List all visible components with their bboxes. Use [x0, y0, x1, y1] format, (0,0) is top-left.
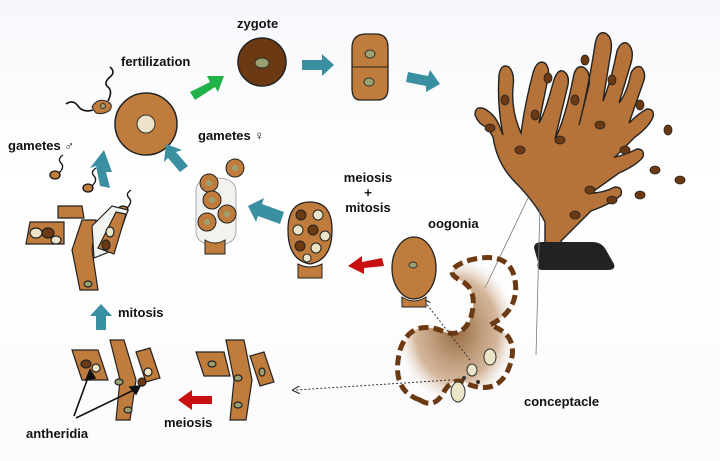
fertilization-label: fertilization [121, 54, 191, 69]
released-eggs [195, 158, 245, 255]
oogonium-with-eggs [287, 201, 333, 279]
arrow-meiosis [178, 390, 212, 410]
meiosis-mitosis-line2: + [364, 185, 372, 200]
gametes-female-label: gametes ♀ [198, 128, 265, 143]
sperm-at-fertilization [65, 66, 114, 115]
adult-thallus [474, 32, 655, 270]
antheridia-filament [71, 339, 161, 421]
arrow-eggs-to-fertilization [164, 144, 188, 172]
free-sperm [49, 154, 132, 215]
conceptacle [395, 255, 519, 406]
arrow-oogonia-meiosis [348, 256, 384, 274]
antheridia-label: antheridia [26, 426, 89, 441]
conceptacle-pointer-arrows [296, 302, 471, 390]
thallus-receptacles [484, 54, 686, 220]
arrow-oogonium-to-eggs [248, 198, 284, 224]
meiosis-mitosis-line1: meiosis [343, 170, 393, 185]
cycle-arrows [90, 54, 440, 330]
fertilization-egg [114, 92, 178, 156]
meiosis-arrows [178, 256, 384, 410]
conceptacle-label: conceptacle [524, 394, 600, 409]
mitosis-label: mitosis [118, 305, 164, 320]
meiosis-mitosis-line3: mitosis [345, 200, 391, 215]
vegetative-filament [195, 339, 275, 421]
gametes-male-label: gametes ♂ [8, 138, 75, 153]
antheridia-pointer-lines [73, 368, 142, 419]
arrow-zygote-to-embryo [302, 54, 334, 76]
arrow-sperm-to-fertilization [90, 150, 112, 188]
two-cell-embryo [351, 33, 389, 101]
meiosis-label: meiosis [164, 415, 213, 430]
arrow-mitosis-up [90, 304, 112, 330]
antheridial-branch-upper [25, 205, 129, 291]
meiosis-mitosis-label: meiosis + mitosis [338, 170, 398, 215]
zygote-cell [237, 37, 287, 87]
oogonia-label: oogonia [428, 216, 479, 231]
fertilization-arrow [190, 76, 224, 100]
oogonium [391, 236, 437, 308]
zygote-label: zygote [237, 16, 279, 31]
arrow-embryo-to-thallus [406, 70, 440, 92]
